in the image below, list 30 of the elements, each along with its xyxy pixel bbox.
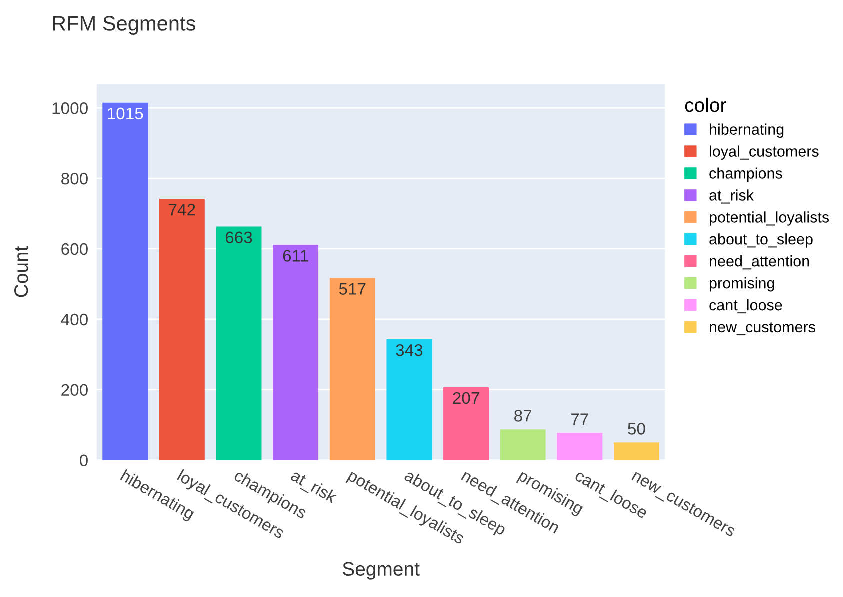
data-label: 77: [571, 414, 588, 426]
legend-label: promising: [710, 278, 774, 292]
legend-label: potential_loyalists: [710, 212, 830, 226]
chart-title: RFM Segments: [53, 16, 196, 36]
data-label: 207: [453, 392, 480, 404]
data-label: 50: [628, 423, 646, 435]
data-label: 663: [226, 232, 252, 244]
data-label: 343: [396, 344, 423, 356]
data-label: 517: [339, 283, 366, 295]
y-tick-label: 200: [62, 384, 88, 396]
legend-label: champions: [710, 168, 782, 182]
y-tick-label: 0: [80, 454, 88, 466]
legend-label: cant_loose: [710, 299, 782, 314]
y-tick-label: 800: [62, 172, 88, 185]
data-label: 1015: [108, 108, 144, 120]
legend-label: loyal_customers: [710, 146, 819, 160]
legend-label: about_to_sleep: [710, 234, 813, 248]
legend-label: hibernating: [710, 124, 784, 138]
y-tick-label: 1000: [52, 102, 88, 114]
data-label: 87: [514, 410, 532, 422]
legend-title: color: [685, 98, 726, 112]
data-label: 742: [169, 204, 196, 216]
y-tick-label: 400: [61, 314, 88, 326]
legend-label: at_risk: [710, 190, 754, 204]
legend-label: need_attention: [710, 256, 810, 270]
x-axis-title: Segment: [343, 562, 420, 580]
y-tick-label: 600: [62, 243, 88, 256]
y-axis-title: Count: [14, 246, 28, 298]
data-label: 611: [283, 250, 308, 262]
legend-label: new_customers: [710, 322, 816, 336]
